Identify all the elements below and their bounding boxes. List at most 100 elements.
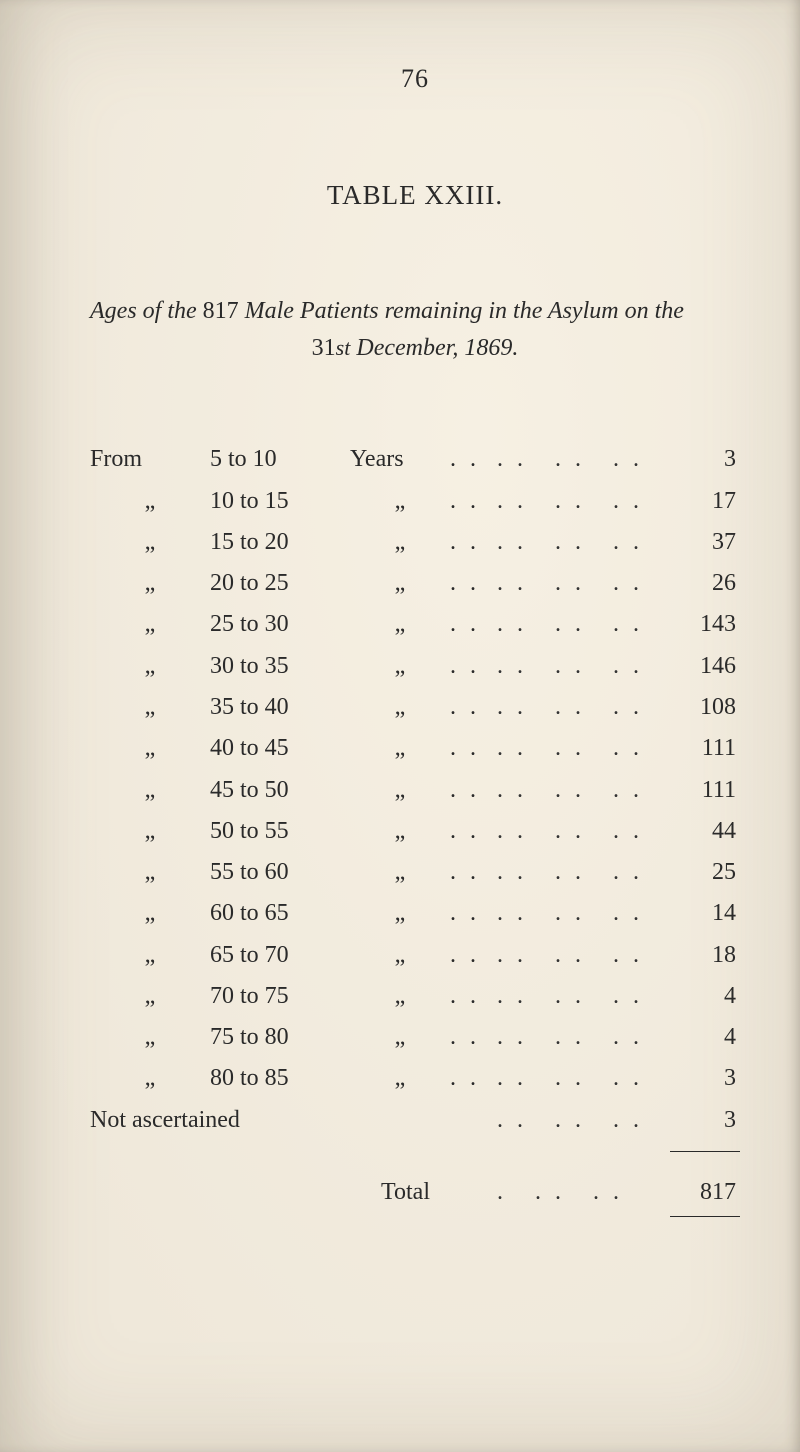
row-value: 14 [650,893,740,934]
total-row: Total.. .. .817 [90,1172,740,1213]
ditto-mark: „ [90,481,210,522]
years-label: Years [350,439,450,480]
table-row: „35 to 40„. .. .. .. .108 [90,687,740,728]
table-row: „65 to 70„. .. .. .. .18 [90,935,740,976]
leader-dots: . . [450,976,485,1017]
leader-dots: . .. .. .. . [485,1100,650,1141]
table-row: From5 to 10Years. .. .. .. .3 [90,439,740,480]
total-value: 817 [650,1172,740,1213]
rule-row [90,1213,740,1217]
leader-dots: . .. .. . [485,1017,650,1058]
leader-dots: . . [450,646,485,687]
subtitle-line-1: Ages of the 817 Male Patients remaining … [90,293,740,330]
age-range: 75 to 80 [210,1017,350,1058]
age-range: 25 to 30 [210,604,350,645]
table-row: „10 to 15„. .. .. .. .17 [90,481,740,522]
leader-dots: . .. .. . [485,770,650,811]
age-range: 20 to 25 [210,563,350,604]
ditto-mark: „ [90,852,210,893]
ditto-mark: „ [350,604,450,645]
table-row: „30 to 35„. .. .. .. .146 [90,646,740,687]
ditto-mark: „ [90,976,210,1017]
row-value: 146 [650,646,740,687]
leader-dots: . .. .. . [485,976,650,1017]
leader-dots: . . [450,770,485,811]
ditto-mark: „ [350,976,450,1017]
row-value: 17 [650,481,740,522]
row-value: 111 [650,770,740,811]
leader-dots: . . [450,1058,485,1099]
ditto-mark: „ [350,563,450,604]
leader-dots: . . [450,1017,485,1058]
leader-dots: . .. .. . [485,522,650,563]
ditto-mark: „ [90,522,210,563]
ditto-mark: „ [350,728,450,769]
row-value: 108 [650,687,740,728]
ditto-mark: „ [350,1058,450,1099]
subtitle-prefix-italic: Ages of the [90,298,197,324]
table-row: „25 to 30„. .. .. .. .143 [90,604,740,645]
from-label: From [90,439,210,480]
subtitle-st-italic: st [336,335,351,360]
leader-dots: . . [450,563,485,604]
age-range: 45 to 50 [210,770,350,811]
ditto-mark: „ [90,1017,210,1058]
leader-dots: . .. .. . [485,811,650,852]
row-value: 44 [650,811,740,852]
row-value: 143 [650,604,740,645]
row-value: 3 [650,439,740,480]
total-rule-bottom [670,1216,740,1217]
table-row: „55 to 60„. .. .. .. .25 [90,852,740,893]
leader-dots: . . [450,687,485,728]
table-row: „15 to 20„. .. .. .. .37 [90,522,740,563]
leader-dots: . . [450,439,485,480]
age-range: 15 to 20 [210,522,350,563]
not-ascertained-label: Not ascertained [90,1100,450,1141]
row-value: 25 [650,852,740,893]
subtitle: Ages of the 817 Male Patients remaining … [90,293,740,367]
age-range: 55 to 60 [210,852,350,893]
leader-dots: . .. .. . [485,852,650,893]
age-range: 5 to 10 [210,439,350,480]
table-row: „70 to 75„. .. .. .. .4 [90,976,740,1017]
leader-dots: . . [450,811,485,852]
ditto-mark: „ [90,604,210,645]
leader-dots: . .. .. . [485,481,650,522]
row-value: 3 [650,1058,740,1099]
age-range: 30 to 35 [210,646,350,687]
leader-dots: . .. .. . [485,1058,650,1099]
table-title: TABLE XXIII. [90,180,740,211]
ditto-mark: „ [350,852,450,893]
ditto-mark: „ [350,522,450,563]
age-range: 40 to 45 [210,728,350,769]
ditto-mark: „ [350,935,450,976]
ditto-mark: „ [350,481,450,522]
ditto-mark: „ [350,1017,450,1058]
subtitle-middle-italic: Male Patients remaining in the Asylum on… [245,298,684,324]
leader-dots: . . [450,893,485,934]
row-value: 37 [650,522,740,563]
leader-dots: . .. .. . [485,893,650,934]
ditto-mark: „ [350,893,450,934]
row-value: 4 [650,1017,740,1058]
ditto-mark: „ [350,811,450,852]
row-value: 26 [650,563,740,604]
page-number: 76 [90,64,740,94]
ditto-mark: „ [350,770,450,811]
table-row: „75 to 80„. .. .. .. .4 [90,1017,740,1058]
leader-dots: . .. .. . [485,728,650,769]
ditto-mark: „ [350,646,450,687]
subtitle-count: 817 [203,298,239,324]
ditto-mark: „ [90,1058,210,1099]
ditto-mark: „ [90,563,210,604]
data-rows: From5 to 10Years. .. .. .. .3„10 to 15„.… [90,439,740,1217]
leader-dots: . . [450,852,485,893]
row-value: 111 [650,728,740,769]
leader-dots: . . [450,728,485,769]
row-value: 3 [650,1100,740,1141]
subtitle-number: 31 [312,335,336,361]
ditto-mark: „ [90,687,210,728]
ditto-mark: „ [350,687,450,728]
row-value: 18 [650,935,740,976]
total-rule-top [670,1151,740,1152]
